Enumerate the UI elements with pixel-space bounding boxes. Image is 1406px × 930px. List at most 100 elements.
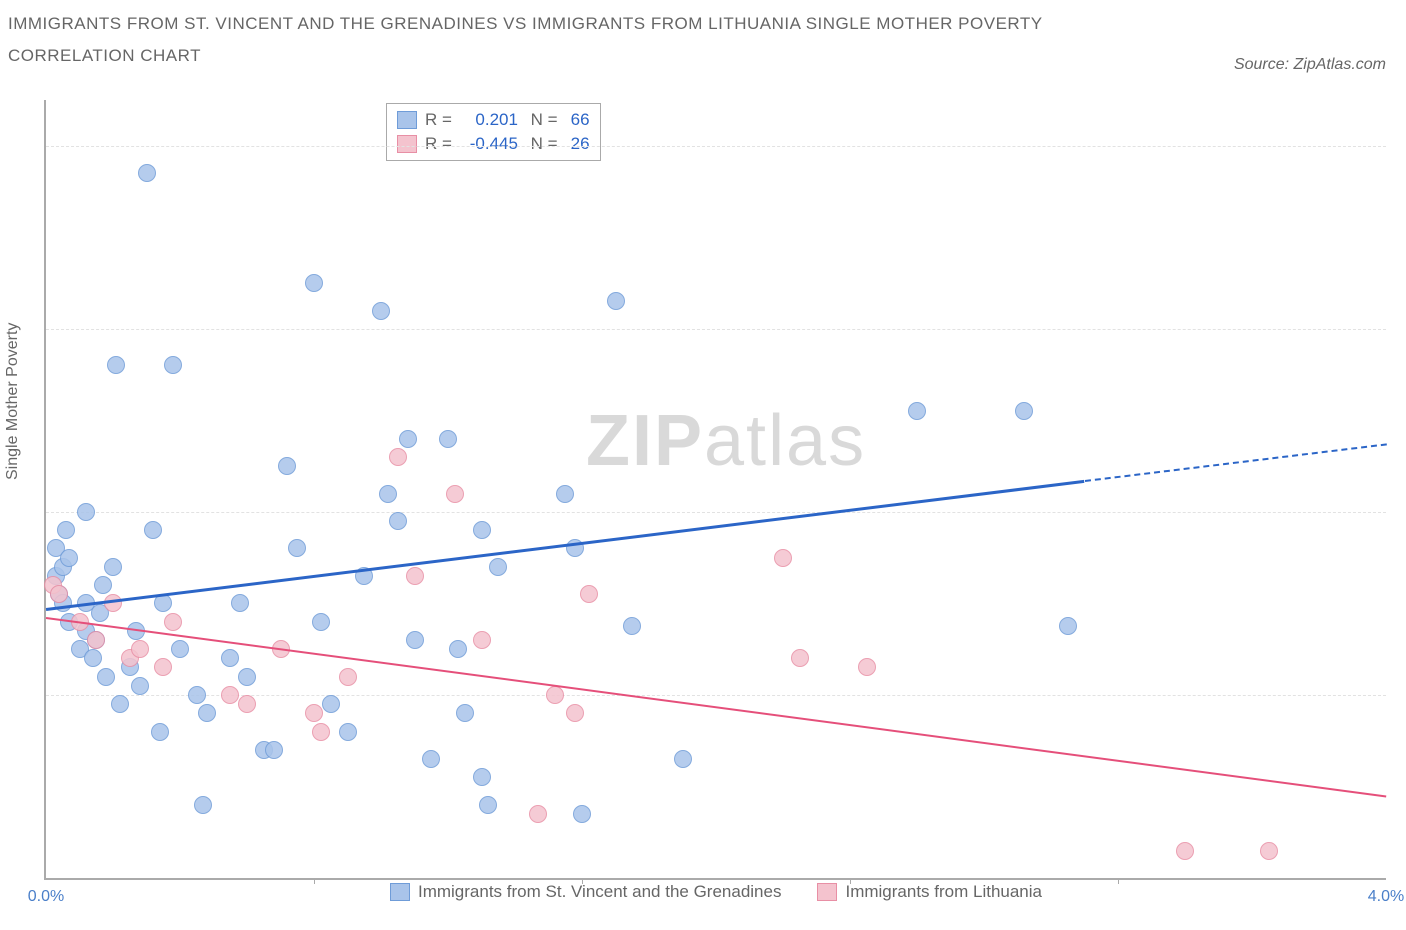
data-point	[774, 549, 792, 567]
data-point	[479, 796, 497, 814]
legend-item: Immigrants from St. Vincent and the Gren…	[390, 882, 781, 902]
legend-swatch	[397, 135, 417, 153]
data-point	[791, 649, 809, 667]
watermark-rest: atlas	[704, 401, 866, 481]
data-point	[1015, 402, 1033, 420]
data-point	[131, 640, 149, 658]
y-tick-label: 40.0%	[1396, 503, 1406, 521]
data-point	[107, 356, 125, 374]
data-point	[154, 658, 172, 676]
data-point	[406, 567, 424, 585]
data-point	[312, 613, 330, 631]
data-point	[138, 164, 156, 182]
y-tick-label: 80.0%	[1396, 137, 1406, 155]
x-tick-mark	[1118, 878, 1119, 884]
data-point	[858, 658, 876, 676]
data-point	[573, 805, 591, 823]
x-tick-mark	[850, 878, 851, 884]
legend-n-label: N =	[526, 134, 558, 154]
legend-r-value: 0.201	[460, 110, 518, 130]
data-point	[238, 668, 256, 686]
watermark-bold: ZIP	[586, 401, 704, 481]
legend-r-value: -0.445	[460, 134, 518, 154]
legend-swatch	[397, 111, 417, 129]
data-point	[164, 356, 182, 374]
legend-row: R = -0.445 N = 26	[397, 132, 590, 156]
data-point	[456, 704, 474, 722]
legend-swatch	[817, 883, 837, 901]
data-point	[566, 704, 584, 722]
legend-series: Immigrants from St. Vincent and the Gren…	[46, 882, 1386, 906]
data-point	[77, 503, 95, 521]
data-point	[399, 430, 417, 448]
data-point	[607, 292, 625, 310]
data-point	[104, 558, 122, 576]
data-point	[1176, 842, 1194, 860]
data-point	[305, 704, 323, 722]
y-axis-label: Single Mother Poverty	[4, 323, 22, 480]
data-point	[580, 585, 598, 603]
data-point	[221, 686, 239, 704]
data-point	[449, 640, 467, 658]
data-point	[57, 521, 75, 539]
data-point	[556, 485, 574, 503]
data-point	[151, 723, 169, 741]
data-point	[221, 649, 239, 667]
data-point	[529, 805, 547, 823]
chart-container: IMMIGRANTS FROM ST. VINCENT AND THE GREN…	[0, 0, 1406, 930]
x-tick-label: 4.0%	[1368, 888, 1404, 906]
data-point	[473, 631, 491, 649]
data-point	[171, 640, 189, 658]
data-point	[278, 457, 296, 475]
data-point	[389, 448, 407, 466]
legend-n-value: 26	[566, 134, 590, 154]
chart-title: IMMIGRANTS FROM ST. VINCENT AND THE GREN…	[8, 8, 1058, 73]
gridline	[46, 512, 1386, 513]
data-point	[87, 631, 105, 649]
data-point	[104, 594, 122, 612]
data-point	[97, 668, 115, 686]
y-tick-label: 60.0%	[1396, 320, 1406, 338]
data-point	[439, 430, 457, 448]
data-point	[1059, 617, 1077, 635]
legend-r-label: R =	[425, 134, 452, 154]
data-point	[238, 695, 256, 713]
data-point	[389, 512, 407, 530]
legend-label: Immigrants from Lithuania	[845, 882, 1042, 902]
data-point	[60, 549, 78, 567]
data-point	[265, 741, 283, 759]
data-point	[154, 594, 172, 612]
data-point	[546, 686, 564, 704]
data-point	[131, 677, 149, 695]
data-point	[322, 695, 340, 713]
data-point	[473, 768, 491, 786]
trend-line	[1084, 443, 1386, 482]
legend-n-label: N =	[526, 110, 558, 130]
data-point	[674, 750, 692, 768]
watermark: ZIPatlas	[586, 400, 866, 482]
data-point	[144, 521, 162, 539]
data-point	[194, 796, 212, 814]
data-point	[1260, 842, 1278, 860]
data-point	[489, 558, 507, 576]
gridline	[46, 146, 1386, 147]
data-point	[406, 631, 424, 649]
data-point	[623, 617, 641, 635]
gridline	[46, 329, 1386, 330]
data-point	[908, 402, 926, 420]
data-point	[164, 613, 182, 631]
x-tick-label: 0.0%	[28, 888, 64, 906]
data-point	[379, 485, 397, 503]
data-point	[372, 302, 390, 320]
legend-correlation: R = 0.201 N = 66R = -0.445 N = 26	[386, 103, 601, 161]
legend-swatch	[390, 883, 410, 901]
data-point	[111, 695, 129, 713]
x-tick-mark	[314, 878, 315, 884]
legend-n-value: 66	[566, 110, 590, 130]
data-point	[422, 750, 440, 768]
data-point	[94, 576, 112, 594]
data-point	[446, 485, 464, 503]
data-point	[305, 274, 323, 292]
data-point	[188, 686, 206, 704]
y-tick-label: 20.0%	[1396, 686, 1406, 704]
